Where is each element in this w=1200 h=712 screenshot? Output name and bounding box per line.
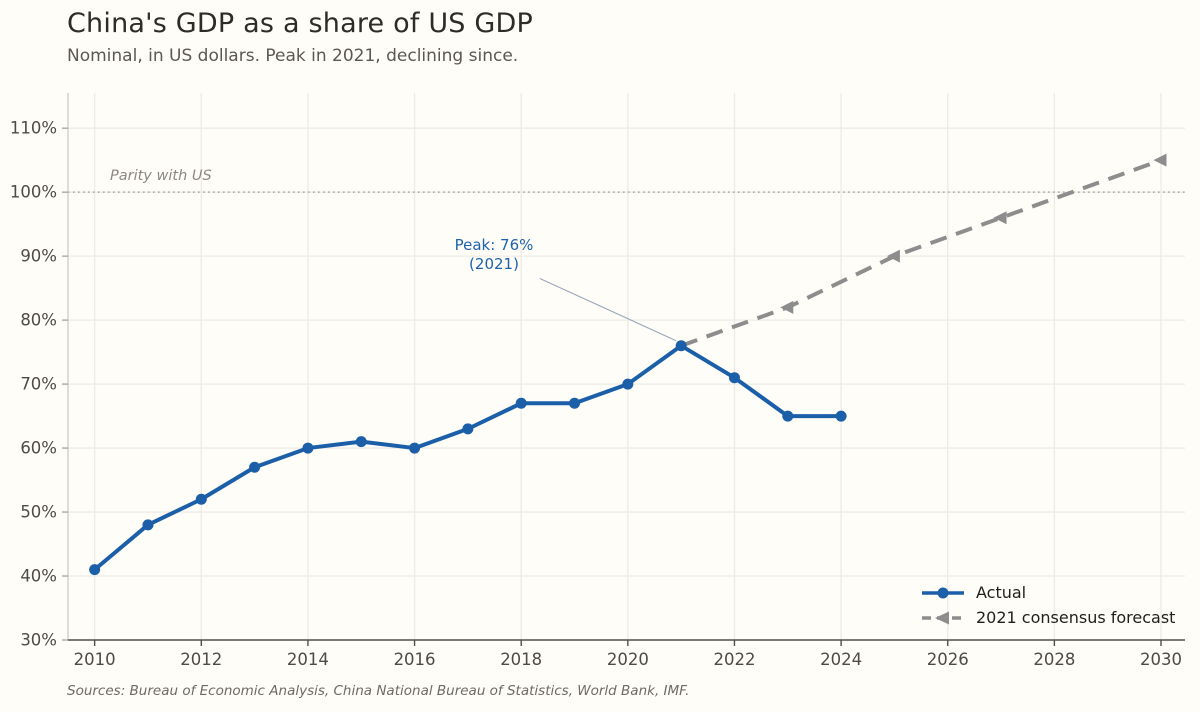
axes [67,93,1185,641]
legend: Actual 2021 consensus forecast [920,580,1175,630]
actual-marker [515,397,527,409]
svg-text:2026: 2026 [927,650,969,669]
actual-marker [675,340,687,352]
actual-marker [302,442,314,454]
actual-series [89,340,847,576]
gridlines [68,93,1185,640]
svg-text:70%: 70% [20,375,57,394]
annotation-leader-line [539,278,677,342]
actual-marker [409,442,421,454]
chart-title: China's GDP as a share of US GDP [67,8,534,39]
forecast-line-sample-icon [922,611,964,624]
actual-marker [195,493,207,505]
svg-text:2016: 2016 [394,650,436,669]
svg-text:2018: 2018 [500,650,542,669]
peak-annotation: Peak: 76% (2021) [414,236,574,274]
svg-text:50%: 50% [20,503,57,522]
svg-text:110%: 110% [10,119,57,138]
actual-marker [728,372,740,384]
actual-marker [782,410,794,422]
actual-marker [569,397,581,409]
svg-text:2028: 2028 [1033,650,1075,669]
actual-marker [89,564,101,576]
legend-item-forecast: 2021 consensus forecast [920,605,1175,630]
actual-marker [622,378,634,390]
svg-text:2012: 2012 [180,650,222,669]
chart-subtitle: Nominal, in US dollars. Peak in 2021, de… [67,46,519,66]
actual-line-sample-icon [922,587,964,598]
svg-text:100%: 100% [10,183,57,202]
svg-text:30%: 30% [20,631,57,650]
tick-labels: 2010 2012 2014 2016 2018 2020 2022 2024 2026 2028… [10,119,1182,669]
svg-text:80%: 80% [20,311,57,330]
forecast-marker [886,249,900,263]
actual-marker [835,410,847,422]
svg-text:2020: 2020 [607,650,649,669]
svg-text:2030: 2030 [1140,650,1182,669]
legend-label-forecast: 2021 consensus forecast [976,608,1176,627]
legend-item-actual: Actual [920,580,1175,605]
peak-annotation-line2: (2021) [469,255,519,273]
peak-annotation-line1: Peak: 76% [454,236,534,254]
svg-text:2024: 2024 [820,650,862,669]
parity-reference-label: Parity with US [110,168,212,184]
forecast-series [680,153,1167,348]
svg-text:2022: 2022 [713,650,755,669]
svg-text:40%: 40% [20,567,57,586]
actual-marker [142,519,154,531]
svg-text:2010: 2010 [74,650,116,669]
forecast-marker [780,300,794,314]
svg-text:2014: 2014 [287,650,329,669]
sources-note: Sources: Bureau of Economic Analysis, Ch… [67,683,690,699]
actual-marker [355,436,367,448]
actual-marker [462,423,474,435]
legend-label-actual: Actual [976,583,1027,602]
forecast-marker [993,211,1007,225]
actual-marker [249,461,261,473]
svg-text:60%: 60% [20,439,57,458]
svg-text:90%: 90% [20,247,57,266]
forecast-marker [1153,153,1167,167]
